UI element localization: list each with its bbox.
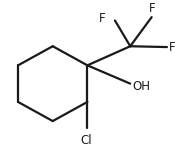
Text: F: F <box>99 12 106 25</box>
Text: OH: OH <box>132 80 150 93</box>
Text: F: F <box>169 41 176 54</box>
Text: F: F <box>149 2 156 15</box>
Text: Cl: Cl <box>80 133 92 146</box>
